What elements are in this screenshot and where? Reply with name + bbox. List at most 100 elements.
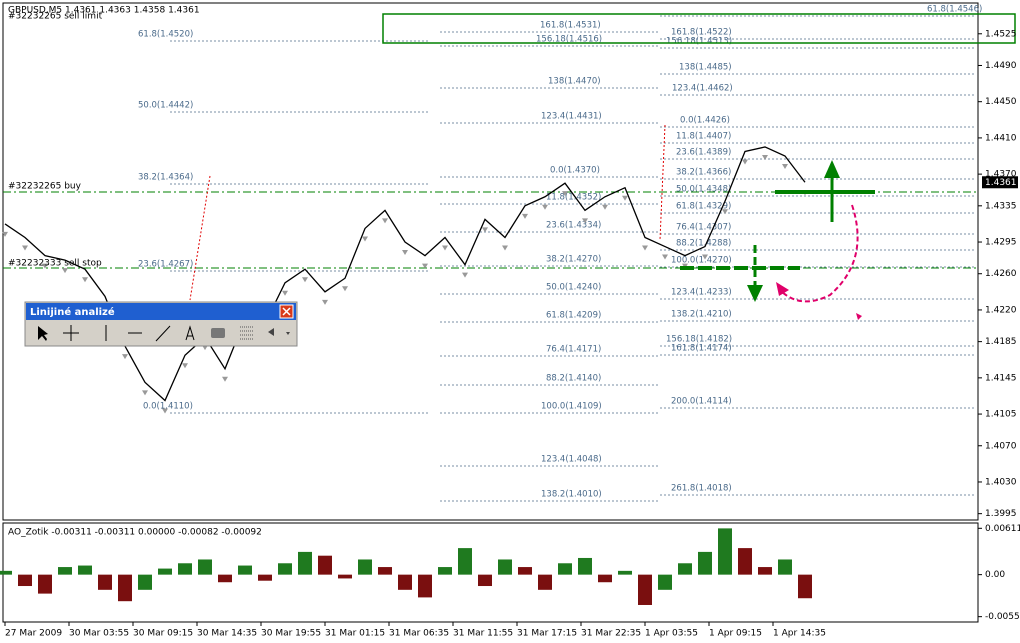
ao-bar [298,551,312,575]
fractal-marker [322,299,328,305]
ao-bar [798,574,812,599]
ao-bar [778,559,792,575]
ao-bar [98,574,112,590]
y-tick-label: 1.4370 [985,170,1017,180]
toolbar-title: Linijiné analizé [30,306,115,318]
close-icon [282,307,291,316]
price-layer [2,146,808,414]
ao-bar [638,574,652,605]
y-tick-label: 1.4295 [985,238,1017,248]
ao-bar [338,574,352,579]
fractal-marker [722,209,728,215]
tool-label[interactable] [211,328,225,338]
fractal-marker [482,227,488,233]
fractal-marker [162,408,168,414]
ao-bar [678,563,692,575]
fib-label: 88.2(1.4288) [676,239,731,249]
ao-bar [278,563,292,575]
x-tick-label: 30 Mar 03:55 [69,629,129,639]
x-tick-label: 1 Apr 14:35 [773,629,826,639]
tool-text[interactable] [185,325,195,341]
fib-label: 38.2(1.4364) [138,173,193,183]
fib-label: 38.2(1.4270) [546,255,601,265]
fractal-marker [542,204,548,210]
y-tick-label: 0.00 [985,570,1005,580]
fib-label: 261.8(1.4018) [671,484,732,494]
fib-label: 200.0(1.4114) [671,397,732,407]
x-tick-label: 30 Mar 19:55 [261,629,321,639]
y-tick-label: 1.4450 [985,97,1017,107]
ao-bar [138,574,152,590]
curved-arrow [779,204,859,303]
y-tick-label: 1.4410 [985,133,1017,143]
ao-bar [238,565,252,575]
fib-label: 161.8(1.4531) [540,21,601,31]
ao-bar [578,557,592,575]
x-tick-label: 31 Mar 01:15 [325,629,385,639]
fractal-marker [22,245,28,251]
ao-bar [158,568,172,575]
y-tick-label: 1.4260 [985,269,1017,279]
x-tick-label: 30 Mar 14:35 [197,629,257,639]
tool-more[interactable] [268,328,290,336]
fib-label: 156.18(1.4182) [666,335,732,345]
fractal-marker [582,218,588,224]
annotations [680,160,875,320]
down-arrow-head [747,285,763,302]
fractal-marker [382,218,388,224]
tool-trendline[interactable] [155,325,171,342]
trend-line [189,175,211,301]
y-tick-label: 1.4105 [985,410,1017,420]
ao-bar [58,567,72,575]
ao-bar [258,574,272,581]
fractal-marker [702,254,708,260]
symbol-info: GBPUSD,M5 1.4361 1.4363 1.4358 1.4361 [8,6,200,16]
fractal-marker [462,272,468,278]
fib-label: 38.2(1.4366) [676,168,731,178]
fib-label: 61.8(1.4329) [676,202,731,212]
x-tick-label: 27 Mar 2009 [5,629,62,639]
fractal-marker [302,277,308,283]
fib-label: 100.0(1.4270) [671,256,732,266]
ao-bar [118,574,132,602]
fractal-marker [602,204,608,210]
fib-label: 76.4(1.4171) [546,345,601,355]
fractal-marker [662,254,668,260]
fractal-marker [82,277,88,283]
fractal-marker [2,231,8,237]
tool-crosshair[interactable] [63,325,79,341]
y-tick-label: 1.4070 [985,441,1017,451]
fib-label: 50.0(1.4348) [676,185,731,195]
tool-fibo[interactable] [240,326,254,340]
fib-label: 123.4(1.4233) [671,288,732,298]
toolbar[interactable]: Linijiné analizé [24,301,298,347]
tool-cursor[interactable] [38,326,48,341]
fractal-marker [642,245,648,251]
fib-label: 23.6(1.4334) [546,221,601,231]
x-tick-label: 31 Mar 17:15 [517,629,577,639]
y-tick-label: 1.4145 [985,373,1017,383]
x-tick-label: 1 Apr 09:15 [709,629,762,639]
fractal-marker [122,354,128,360]
fib-label: 23.6(1.4267) [138,260,193,270]
toolbar-titlebar [26,303,296,320]
fractal-marker [622,195,628,201]
ao-bar [358,559,372,575]
fractal-marker [742,159,748,165]
y-tick-label: -0.00554 [985,612,1020,622]
price-line [4,146,806,402]
y-tick-label: 1.4220 [985,305,1017,315]
ao-bar [218,574,232,583]
fib-label: 11.8(1.4352) [546,193,601,203]
fib-label: 100.0(1.4109) [541,402,602,412]
fractal-marker [142,390,148,396]
ao-bar [378,567,392,575]
x-tick-label: 31 Mar 11:55 [453,629,513,639]
y-tick-label: 1.4030 [985,477,1017,487]
x-tick-label: 31 Mar 22:35 [581,629,641,639]
ao-bar [758,567,772,575]
fib-label: 138.2(1.4210) [671,310,732,320]
cursor-mark [856,313,862,320]
fractal-marker [362,236,368,242]
